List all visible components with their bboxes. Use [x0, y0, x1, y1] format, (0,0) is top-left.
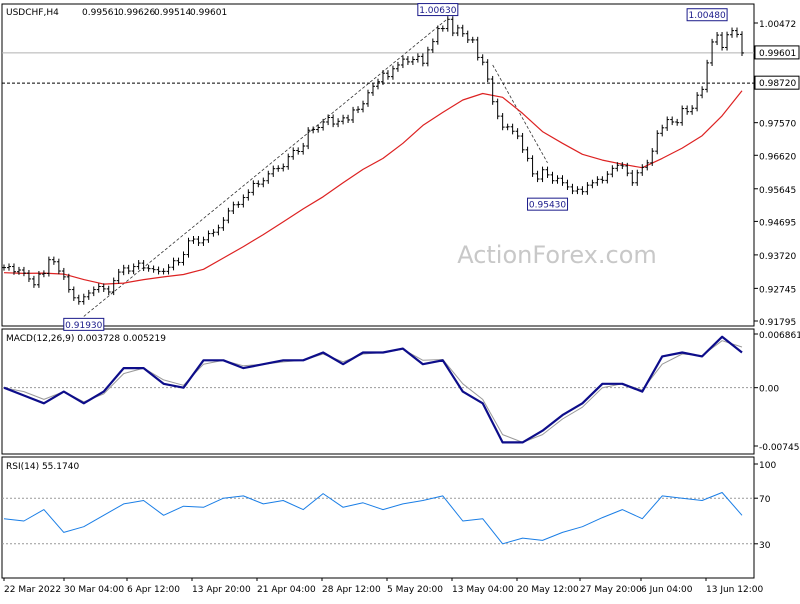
price-y-tick-label: 0.93720 [759, 252, 796, 262]
x-tick-label: 21 Apr 04:00 [257, 585, 316, 595]
current-price-box [754, 45, 800, 60]
x-tick-label: 22 Mar 2022 [4, 585, 61, 595]
price-y-tick-label: 0.94695 [759, 218, 796, 228]
trend-line [492, 64, 548, 163]
macd-y-tick-label: 0.00 [759, 385, 779, 395]
x-tick-label: 30 Mar 04:00 [64, 585, 124, 595]
current-price-label: 0.99601 [759, 49, 796, 59]
macd-line [3, 335, 743, 444]
x-tick-label: 13 Apr 20:00 [192, 585, 251, 595]
rsi-header: RSI(14) 55.1740 [6, 462, 79, 472]
price-pane [1, 3, 755, 327]
watermark: ActionForex.com [457, 241, 657, 269]
rsi-y-tick-label: 100 [759, 461, 776, 471]
support-price-box [754, 75, 800, 90]
x-tick-label: 13 May 04:00 [452, 585, 514, 595]
price-header-close: 0.99601 [190, 8, 227, 18]
x-tick-label: 20 May 12:00 [517, 585, 579, 595]
macd-header: MACD(12,26,9) 0.003728 0.005219 [6, 334, 166, 344]
trend-line [83, 18, 449, 317]
price-y-tick-label: 0.95645 [759, 186, 796, 196]
price-annotation-box [63, 317, 105, 331]
price-annotation-label: 1.00480 [688, 11, 725, 21]
x-tick-label: 6 Apr 12:00 [127, 585, 180, 595]
rsi-line [3, 492, 743, 545]
rsi-y-tick-label: 70 [759, 495, 771, 505]
price-y-tick-label: 0.92745 [759, 285, 796, 295]
macd-y-tick-label: 0.006861 [759, 331, 800, 341]
rsi-pane [1, 456, 755, 579]
price-annotation-box [417, 3, 459, 17]
price-annotation-label: 1.00630 [419, 6, 456, 16]
price-header-low: 0.99514 [154, 8, 191, 18]
price-header-open: 0.99561 [82, 8, 119, 18]
price-annotation-label: 0.95430 [529, 201, 566, 211]
x-tick-label: 13 Jun 12:00 [706, 585, 763, 595]
rsi-y-tick-label: 30 [759, 541, 771, 551]
x-tick-label: 5 May 20:00 [387, 585, 443, 595]
x-tick-label: 28 Apr 12:00 [322, 585, 381, 595]
price-annotation-box [686, 8, 728, 22]
price-y-tick-label: 1.00472 [759, 20, 796, 30]
macd-pane [1, 328, 755, 455]
support-price-label: 0.98720 [759, 79, 796, 89]
price-annotation-label: 0.91930 [65, 321, 102, 331]
x-tick-label: 27 May 20:00 [580, 585, 642, 595]
price-y-tick-label: 0.96620 [759, 152, 796, 162]
x-tick-label: 6 Jun 04:00 [641, 585, 693, 595]
price-header-high: 0.99626 [118, 8, 155, 18]
price-y-tick-label: 0.91795 [759, 318, 796, 328]
price-annotation-box [527, 197, 569, 211]
price-header-symbol: USDCHF,H4 [6, 8, 59, 18]
moving-average-line [3, 90, 743, 285]
macd-y-tick-label: -0.007454 [759, 443, 800, 453]
price-y-tick-label: 0.97570 [759, 120, 796, 130]
